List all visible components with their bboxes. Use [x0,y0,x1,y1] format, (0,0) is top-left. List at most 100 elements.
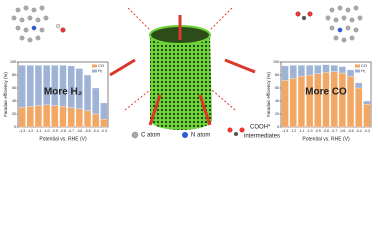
nanotube [109,7,256,130]
bar-segment [297,65,306,77]
bar-segment [51,105,59,128]
x-tick-label: -1.2 [27,129,33,133]
y-tick-label: 80 [12,73,16,77]
x-tick-label: -0.8 [60,129,66,133]
bar-segment [92,113,100,128]
x-tick-label: -0.6 [76,129,82,133]
legend-label: CO [361,63,367,68]
x-tick-label: -0.3 [101,129,107,133]
bar-segment [26,65,34,107]
bar-segment [75,68,83,109]
legend-swatch [92,69,97,73]
bar-segment [59,65,67,107]
bar-segment [100,119,108,128]
legend-label: H₂ [98,68,103,73]
bar-segment [75,108,83,128]
y-axis-title: Faradaic efficiency (%) [3,72,8,117]
bar-segment [43,104,51,128]
x-tick-label: -0.6 [339,129,345,133]
x-tick-label: -0.9 [315,129,321,133]
bar-segment [322,64,330,73]
x-tick-label: -1.0 [44,129,50,133]
n-atom-label: N atom [191,133,210,139]
bar-segment [92,87,100,115]
x-tick-label: -1.3 [282,129,288,133]
y-tick-label: 20 [12,112,16,116]
x-tick-label: -0.4 [93,129,99,133]
bar-segment [43,65,51,106]
x-tick-label: -1.1 [299,129,305,133]
bar-segment [289,65,297,79]
y-tick-label: 100 [273,60,279,64]
y-axis-title: Faradaic efficiency (%) [266,72,271,117]
legend-swatch [92,64,97,68]
bar-segment [314,65,322,74]
c-atom-label: C atom [141,133,160,139]
y-tick-label: 100 [10,60,16,64]
bar-segment [355,87,363,128]
intermediates-label: intermediates [244,134,280,140]
x-axis-title: Potential vs. RHE (V) [302,136,350,142]
x-tick-label: -0.5 [348,129,354,133]
legend-label: H₂ [361,68,366,73]
bar-segment [355,82,363,89]
bar-segment [34,65,43,106]
bar-segment [363,100,371,105]
bar-segment [338,66,346,74]
bar-segment [322,72,330,128]
bar-segment [18,107,26,128]
legend-swatch [355,64,360,68]
graphical-abstract: C atom N atom COOH* intermediates 0 20 40 6… [3,5,372,142]
y-tick-label: 40 [12,99,16,103]
bar-segment [314,73,322,128]
bar-segment [346,76,355,128]
bar-segment [297,76,306,128]
bar-segment [67,65,75,108]
bar-segment [26,106,34,128]
bar-segment [100,102,108,120]
bar-segment [67,107,75,128]
legend-label: CO [98,63,104,68]
x-tick-label: -0.8 [323,129,329,133]
x-tick-label: -1.1 [36,129,42,133]
x-tick-label: -1.3 [19,129,25,133]
y-tick-label: 0 [277,125,279,129]
bar-segment [363,104,371,128]
bar-segment [51,65,59,106]
bar-segment [289,78,297,128]
y-tick-label: 80 [275,73,279,77]
bar-segment [330,71,338,128]
bar-segment [281,65,289,81]
y-tick-label: 60 [12,86,16,90]
bar-segment [330,65,338,72]
bar-segment [346,69,355,77]
x-tick-label: -1.2 [290,129,296,133]
y-tick-label: 60 [275,86,279,90]
x-tick-label: -1.0 [307,129,313,133]
bar-segment [83,110,92,128]
annotation: More H₂ [44,87,82,98]
x-tick-label: -0.7 [331,129,337,133]
annotation: More CO [305,87,347,98]
bar-segment [338,72,346,128]
y-tick-label: 20 [275,112,279,116]
bar-segment [83,74,92,111]
graphene-right [295,5,363,43]
x-tick-label: -0.9 [52,129,58,133]
x-tick-label: -0.7 [68,129,74,133]
x-tick-label: -0.3 [364,129,370,133]
x-tick-label: -0.5 [85,129,91,133]
bar-segment [281,80,289,128]
bar-segment [34,105,43,128]
atom-legend: C atom N atom COOH* intermediates [131,125,280,140]
bar-segment [306,74,314,128]
bar-segment [18,65,26,108]
x-tick-label: -0.4 [356,129,362,133]
bar-segment [306,65,314,76]
y-tick-label: 40 [275,99,279,103]
legend-swatch [355,69,360,73]
y-tick-label: 0 [14,125,16,129]
bar-segment [59,106,67,128]
graphene-left [11,5,66,43]
cooh-label: COOH* [250,125,271,131]
